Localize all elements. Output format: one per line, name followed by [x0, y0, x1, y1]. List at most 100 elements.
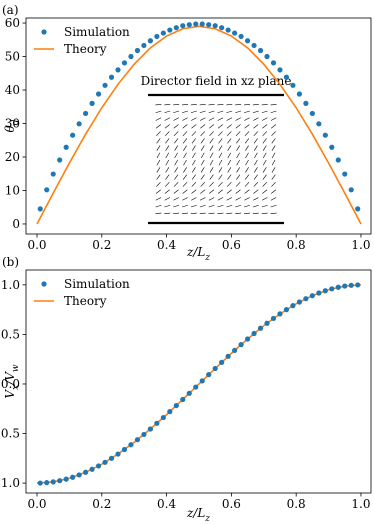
theory-line: [36, 25, 362, 225]
sim-point: [180, 23, 186, 29]
y-tick-label: 60: [5, 16, 20, 30]
director-dash: [200, 124, 206, 129]
x-axis-label: z/Lz: [186, 506, 210, 524]
y-tick-label: 30: [5, 116, 20, 130]
director-dash: [254, 152, 258, 159]
sim-point: [290, 82, 296, 88]
director-dash: [217, 124, 223, 129]
sim-point: [277, 311, 283, 317]
sim-point: [154, 33, 160, 40]
director-dash: [182, 174, 188, 180]
director-dash: [165, 138, 170, 144]
director-dash: [226, 110, 233, 114]
director-dash: [156, 174, 161, 180]
director-dash: [209, 189, 215, 194]
director-dash: [156, 131, 161, 137]
sim-point: [115, 451, 121, 457]
sim-point: [115, 67, 121, 73]
sim-point: [232, 30, 238, 36]
director-dash: [235, 189, 241, 194]
director-dash: [209, 174, 214, 180]
sim-point: [147, 38, 153, 44]
director-dash: [164, 204, 171, 208]
director-dash: [236, 174, 241, 180]
director-dash: [253, 124, 259, 129]
sim-point: [76, 472, 82, 478]
sim-point: [355, 282, 361, 288]
director-dash: [190, 204, 197, 208]
director-dash: [254, 159, 258, 166]
sim-point: [102, 82, 108, 88]
director-dash: [155, 124, 161, 129]
director-dash: [236, 145, 241, 151]
x-tick-label: 0.4: [157, 497, 176, 511]
director-dash: [199, 117, 206, 121]
sim-point: [342, 171, 348, 177]
sim-point: [102, 459, 108, 465]
director-dash: [174, 145, 179, 151]
director-dash: [208, 104, 215, 106]
director-dash: [183, 167, 187, 173]
sim-point: [296, 299, 303, 305]
axes-frame: [25, 17, 372, 235]
director-dash: [199, 104, 206, 106]
director-dash: [174, 159, 178, 166]
director-dash: [183, 159, 187, 166]
director-dash: [271, 189, 277, 194]
director-dash: [155, 110, 162, 114]
director-dash: [227, 159, 232, 166]
sim-point: [173, 25, 179, 31]
sim-point: [335, 157, 341, 163]
director-dash: [209, 152, 214, 159]
director-dash: [182, 189, 188, 194]
director-dash: [227, 167, 232, 173]
director-dash: [235, 197, 241, 201]
director-dash: [191, 197, 197, 201]
director-dash: [164, 124, 170, 129]
director-dash: [200, 181, 206, 187]
director-dash: [236, 138, 241, 144]
sim-point: [348, 187, 354, 193]
director-dash: [244, 124, 250, 129]
director-dash: [156, 181, 161, 187]
sim-point: [244, 38, 251, 44]
sim-point: [141, 431, 147, 438]
y-tick-label: 0.0: [1, 376, 20, 390]
director-dash: [253, 145, 258, 151]
sim-point: [335, 284, 341, 290]
director-dash: [226, 181, 232, 187]
director-dash: [270, 212, 277, 214]
director-dash: [200, 152, 205, 159]
director-dash: [271, 131, 276, 137]
sim-point: [270, 60, 277, 66]
director-dash: [190, 110, 197, 114]
director-dash: [244, 131, 250, 137]
sim-point: [70, 474, 76, 480]
sim-point: [121, 446, 128, 453]
director-dash: [156, 138, 161, 144]
director-dash: [226, 197, 233, 201]
sim-point: [37, 480, 43, 486]
director-dash: [155, 212, 162, 214]
sim-point: [212, 23, 218, 29]
sim-point: [206, 22, 212, 28]
sim-point: [173, 402, 179, 409]
inset-label: Director field in xz plane: [141, 74, 292, 88]
director-dash: [182, 138, 188, 144]
director-dash: [208, 212, 215, 214]
director-dash: [174, 138, 179, 144]
director-dash: [252, 204, 259, 208]
director-dash: [217, 189, 223, 194]
director-dash: [271, 145, 276, 151]
director-dash: [271, 152, 276, 159]
director-dash: [208, 110, 215, 114]
sim-point: [57, 478, 63, 484]
sim-point: [225, 27, 231, 33]
director-dash: [164, 131, 170, 137]
director-dash: [199, 197, 206, 201]
sim-point: [225, 353, 231, 359]
director-dash: [173, 117, 179, 121]
director-dash: [262, 167, 267, 173]
director-dash: [236, 152, 240, 159]
director-dash: [262, 181, 268, 187]
